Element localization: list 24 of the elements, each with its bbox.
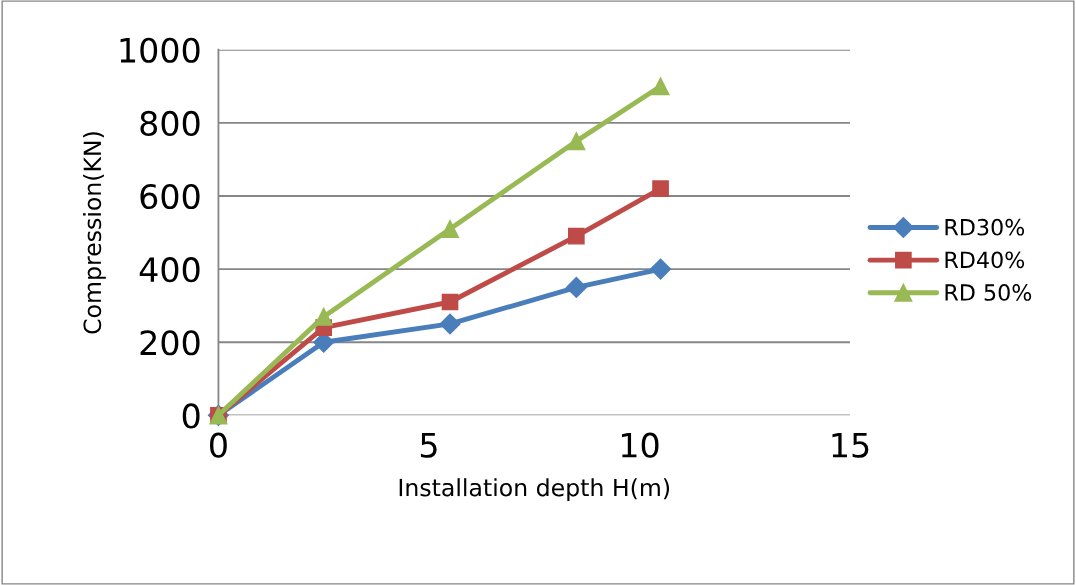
point	[568, 227, 585, 245]
point	[439, 313, 461, 335]
point	[441, 293, 459, 311]
x-tick-label: 5	[420, 433, 437, 458]
legend-label: RD40%	[945, 251, 1025, 269]
y-tick-label: 200	[140, 330, 200, 356]
y-tick-label: 1000	[120, 37, 200, 63]
x-tick-label: 10	[621, 432, 659, 458]
point	[440, 219, 460, 238]
y-tick-label: 600	[140, 183, 200, 210]
y-axis-title: Compression(KN)	[82, 132, 106, 334]
legend-label: RD30%	[945, 218, 1025, 236]
x-tick-label: 0	[210, 432, 227, 458]
x-axis-title: Installation depth H(m)	[399, 478, 670, 502]
x-tick-label: 15	[832, 433, 869, 458]
point	[651, 77, 670, 96]
point	[565, 276, 587, 298]
point	[652, 180, 669, 197]
point	[650, 258, 672, 280]
y-tick-label: 400	[139, 257, 200, 283]
y-tick-label: 0	[182, 403, 200, 429]
point	[567, 132, 586, 151]
y-tick-label: 800	[140, 110, 200, 136]
legend-label: RD 50%	[945, 284, 1032, 301]
